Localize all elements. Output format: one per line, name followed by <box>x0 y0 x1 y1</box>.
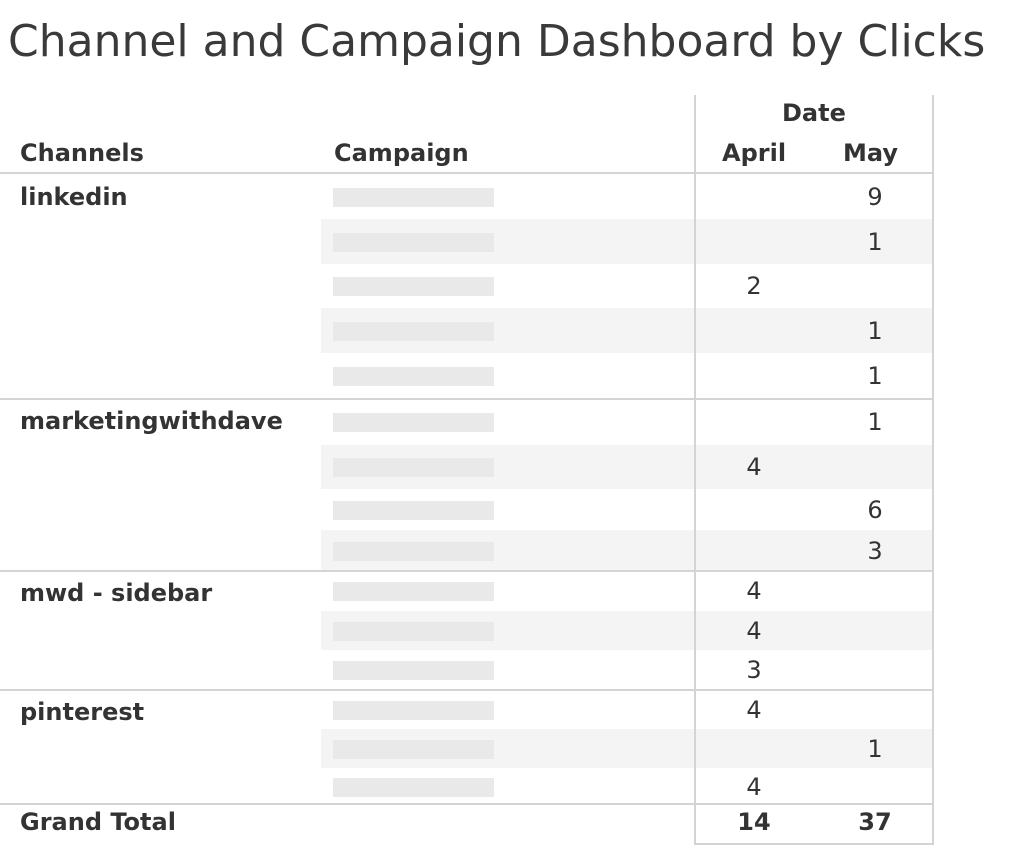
value-may: 1 <box>867 408 883 436</box>
campaign-placeholder <box>333 277 494 296</box>
campaign-placeholder <box>333 413 494 432</box>
grand-total-may: 37 <box>858 808 892 836</box>
grid-line <box>0 172 934 174</box>
value-april: 4 <box>746 453 762 481</box>
grid-line <box>696 843 934 845</box>
value-april: 4 <box>746 773 762 801</box>
campaign-placeholder <box>333 233 494 252</box>
campaign-placeholder <box>333 661 494 680</box>
value-april: 4 <box>746 577 762 605</box>
grid-line <box>932 95 934 845</box>
value-may: 1 <box>867 362 883 390</box>
campaign-placeholder <box>333 701 494 720</box>
value-april: 3 <box>746 656 762 684</box>
april-header: April <box>722 139 787 167</box>
value-april: 4 <box>746 696 762 724</box>
grid-line <box>0 689 934 691</box>
grid-line <box>694 95 696 845</box>
value-may: 3 <box>867 537 883 565</box>
grid-line <box>0 570 934 572</box>
campaign-placeholder <box>333 367 494 386</box>
campaign-placeholder <box>333 458 494 477</box>
grid-line <box>0 803 934 805</box>
campaign-header: Campaign <box>334 139 469 167</box>
may-header: May <box>843 139 898 167</box>
campaign-placeholder <box>333 188 494 207</box>
value-may: 9 <box>867 183 883 211</box>
value-april: 4 <box>746 617 762 645</box>
value-may: 1 <box>867 735 883 763</box>
value-may: 1 <box>867 317 883 345</box>
campaign-placeholder <box>333 622 494 641</box>
grid-line <box>0 398 934 400</box>
campaign-placeholder <box>333 322 494 341</box>
grand-total-label: Grand Total <box>20 808 176 836</box>
campaign-placeholder <box>333 740 494 759</box>
channel-label: linkedin <box>20 183 128 211</box>
channel-label: marketingwithdave <box>20 407 283 435</box>
campaign-placeholder <box>333 542 494 561</box>
campaign-placeholder <box>333 582 494 601</box>
value-may: 1 <box>867 228 883 256</box>
channel-label: mwd - sidebar <box>20 579 213 607</box>
page-title: Channel and Campaign Dashboard by Clicks <box>8 16 986 67</box>
value-april: 2 <box>746 272 762 300</box>
grand-total-april: 14 <box>737 808 771 836</box>
date-header: Date <box>782 99 846 127</box>
campaign-placeholder <box>333 778 494 797</box>
campaign-placeholder <box>333 501 494 520</box>
channels-header: Channels <box>20 139 144 167</box>
value-may: 6 <box>867 496 883 524</box>
channel-label: pinterest <box>20 698 145 726</box>
